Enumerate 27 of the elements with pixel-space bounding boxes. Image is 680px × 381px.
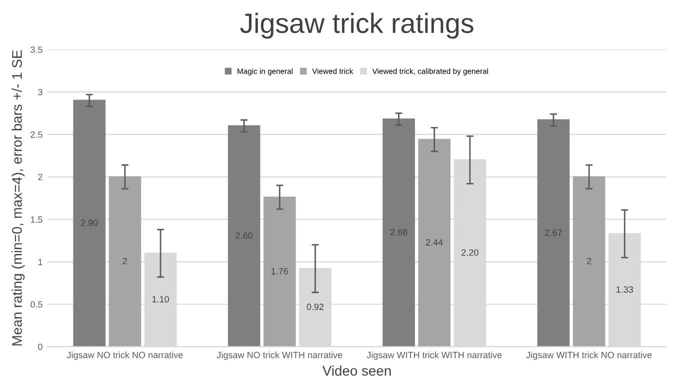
data-label: 2.67 [545,229,562,236]
y-tick-label: 0 [38,344,42,350]
y-tick-label: 3 [38,88,42,96]
data-label: 2.90 [81,220,98,226]
x-axis-title: Video seen [322,366,391,376]
data-label: 1.76 [272,268,288,274]
y-tick-label: 0.5 [30,301,42,308]
y-tick-label: 3.5 [30,46,42,53]
data-label: 2.68 [390,228,408,236]
chart-title: Jigsaw trick ratings [240,12,474,39]
data-label: 2 [586,258,592,264]
data-label: 1.10 [152,296,169,302]
x-tick-label: Jigsaw WITH trick NO narrative [526,352,652,360]
data-label: 0.92 [306,304,324,310]
x-tick-label: Jigsaw WITH trick WITH narrative [366,352,502,360]
y-tick-label: 2 [38,174,42,180]
y-tick-label: 1.5 [30,216,42,223]
data-label: 2 [122,258,128,264]
data-label: 2.20 [462,249,478,256]
y-tick-label: 2.5 [30,131,42,138]
x-tick-label: Jigsaw NO trick WITH narrative [216,352,342,360]
data-label: 2.44 [426,239,443,246]
y-tick-label: 1 [38,258,42,266]
data-label: 1.33 [616,286,634,293]
x-tick-label: Jigsaw NO trick NO narrative [66,352,183,360]
y-axis-title: Mean rating (min=0, max=4), error bars +/- 1 SE [12,50,25,346]
data-label: 2.60 [236,232,252,239]
